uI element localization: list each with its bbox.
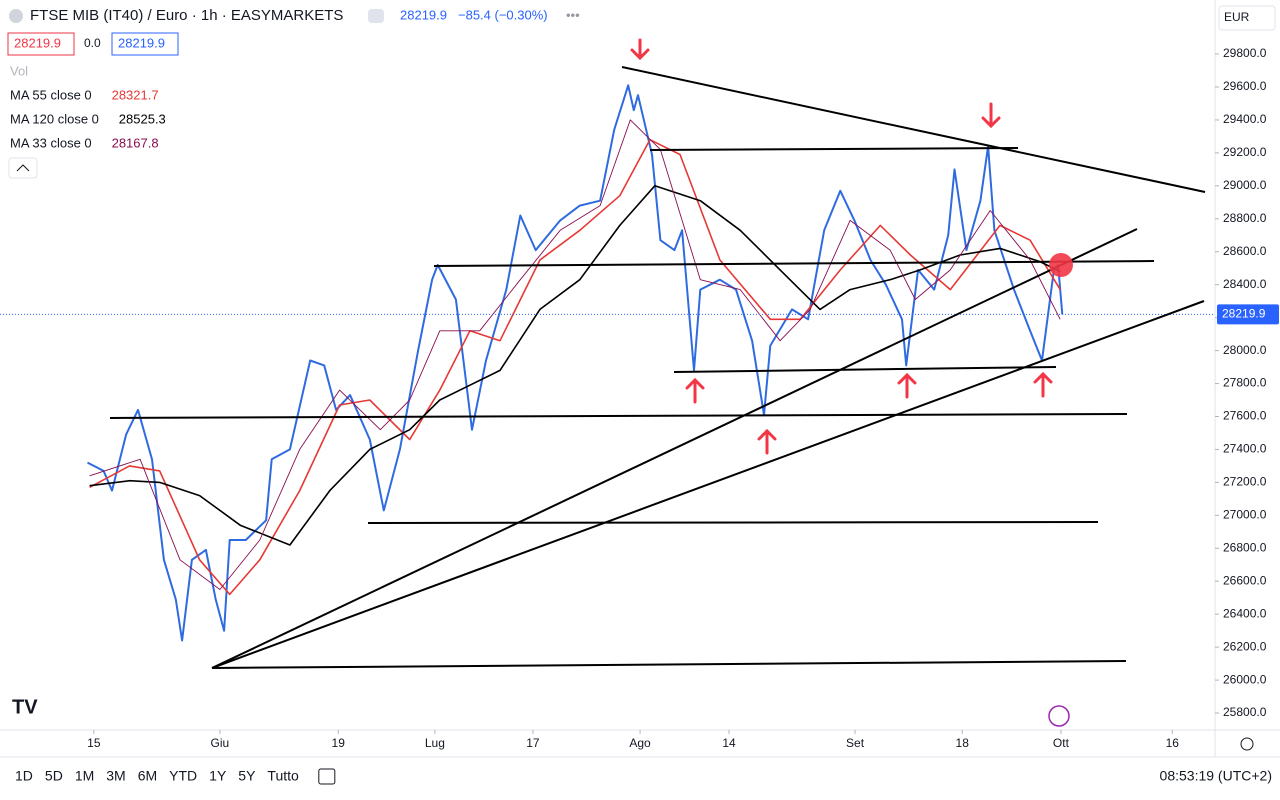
ask: 28219.9: [118, 35, 165, 50]
timeframe-button[interactable]: 1Y: [209, 768, 227, 784]
up-arrow: [685, 377, 705, 404]
x-tick-label: 15: [87, 736, 101, 750]
y-tick-label: 29000.0: [1223, 178, 1267, 192]
y-tick-label: 28600.0: [1223, 244, 1267, 258]
y-tick-label: 27000.0: [1223, 508, 1267, 522]
y-tick-label: 26000.0: [1223, 672, 1267, 686]
clock: 08:53:19 (UTC+2): [1160, 768, 1272, 784]
x-tick-label: Giu: [211, 736, 230, 750]
series-line: [89, 185, 1061, 546]
trend-line: [649, 147, 1019, 151]
logo: TV: [12, 696, 38, 718]
header-price: 28219.9: [400, 7, 447, 22]
settings-icon[interactable]: [1240, 737, 1254, 751]
collapse-legend[interactable]: [8, 157, 38, 179]
more-button[interactable]: •••: [566, 7, 580, 22]
marker-circle: [1049, 253, 1073, 277]
y-tick-label: 25800.0: [1223, 705, 1267, 719]
y-tick-label: 27200.0: [1223, 475, 1267, 489]
legend-value: 28525.3: [119, 111, 166, 126]
timeframe-button[interactable]: 5D: [45, 768, 63, 784]
timeframe-button[interactable]: 5Y: [238, 768, 256, 784]
ask-box[interactable]: [111, 32, 179, 56]
spread: 0.0: [84, 36, 101, 50]
currency: EUR: [1224, 10, 1250, 24]
series-line: [89, 138, 1061, 596]
bid-box[interactable]: [7, 32, 75, 56]
drawings: [109, 38, 1206, 669]
y-tick-label: 26800.0: [1223, 540, 1267, 554]
date-range-button[interactable]: [318, 768, 336, 785]
timeframe-button[interactable]: Tutto: [267, 768, 299, 784]
legend-name: MA 33 close 0: [10, 135, 92, 150]
legend-value: 28321.7: [112, 87, 159, 102]
x-tick-label: Lug: [425, 736, 445, 750]
x-tick-label: Set: [846, 736, 865, 750]
y-tick-label: 27600.0: [1223, 409, 1267, 423]
bottom-toolbar: 1D 5D 1M 3M 6M YTD 1Y 5Y Tutto: [15, 768, 336, 785]
plot-area: [0, 84, 1215, 642]
last-price-label: 28219.9: [1222, 307, 1266, 321]
x-tick-label: 18: [956, 736, 970, 750]
timeframe-button[interactable]: 3M: [106, 768, 125, 784]
legend-name: MA 55 close 0: [10, 87, 92, 102]
trend-line: [109, 413, 1128, 419]
down-arrow: [981, 102, 1001, 129]
y-tick-label: 28400.0: [1223, 277, 1267, 291]
x-tick-label: 16: [1166, 736, 1180, 750]
vol-label: Vol: [10, 63, 28, 78]
down-arrow: [630, 38, 650, 61]
y-tick-label: 29800.0: [1223, 46, 1267, 60]
up-arrow: [757, 428, 777, 455]
currency-select[interactable]: [1218, 5, 1276, 31]
legend-name: MA 120 close 0: [10, 111, 99, 126]
timeframe-button[interactable]: 6M: [138, 768, 157, 784]
x-tick-label: 19: [332, 736, 346, 750]
series-line: [89, 119, 1061, 590]
y-tick-label: 27400.0: [1223, 442, 1267, 456]
trend-line: [433, 260, 1155, 267]
header-change: −85.4 (−0.30%): [458, 7, 548, 22]
trend-line: [621, 66, 1206, 193]
y-tick-label: 29600.0: [1223, 79, 1267, 93]
bid: 28219.9: [14, 35, 61, 50]
y-tick-label: 27800.0: [1223, 376, 1267, 390]
y-tick-label: 26600.0: [1223, 573, 1267, 587]
trend-line: [211, 228, 1138, 669]
trend-line: [211, 300, 1205, 669]
y-tick-label: 26200.0: [1223, 639, 1267, 653]
up-arrow: [897, 372, 917, 399]
symbol-icon: [9, 9, 23, 23]
last-price-box: [1217, 304, 1279, 325]
event-icon[interactable]: [1048, 705, 1070, 727]
axes: 25800.0 26000.0 26200.0 26400.0 26600.0 26800…: [87, 46, 1279, 750]
trend-line: [211, 660, 1127, 669]
y-tick-label: 29400.0: [1223, 112, 1267, 126]
timeframe-button[interactable]: 1D: [15, 768, 33, 784]
timeframe-button[interactable]: YTD: [169, 768, 197, 784]
y-tick-label: 26400.0: [1223, 606, 1267, 620]
x-tick-label: 17: [526, 736, 540, 750]
series-line: [87, 84, 1064, 642]
x-tick-label: 14: [722, 736, 736, 750]
chart-title: FTSE MIB (IT40) / Euro · 1h · EASYMARKET…: [30, 7, 343, 24]
y-tick-label: 28800.0: [1223, 211, 1267, 225]
chevron: [16, 164, 30, 172]
collapse-button[interactable]: [368, 9, 384, 23]
x-tick-label: Ago: [629, 736, 651, 750]
trend-line: [367, 521, 1099, 524]
arrows: [630, 38, 1053, 455]
up-arrow: [1033, 371, 1053, 398]
trend-line: [673, 366, 1057, 373]
legend: MA 55 close 0 28321.7 MA 120 close 0 28525.…: [10, 87, 166, 150]
y-tick-label: 29200.0: [1223, 145, 1267, 159]
y-tick-label: 28000.0: [1223, 343, 1267, 357]
x-tick-label: Ott: [1053, 736, 1070, 750]
legend-value: 28167.8: [112, 135, 159, 150]
timeframe-button[interactable]: 1M: [75, 768, 94, 784]
